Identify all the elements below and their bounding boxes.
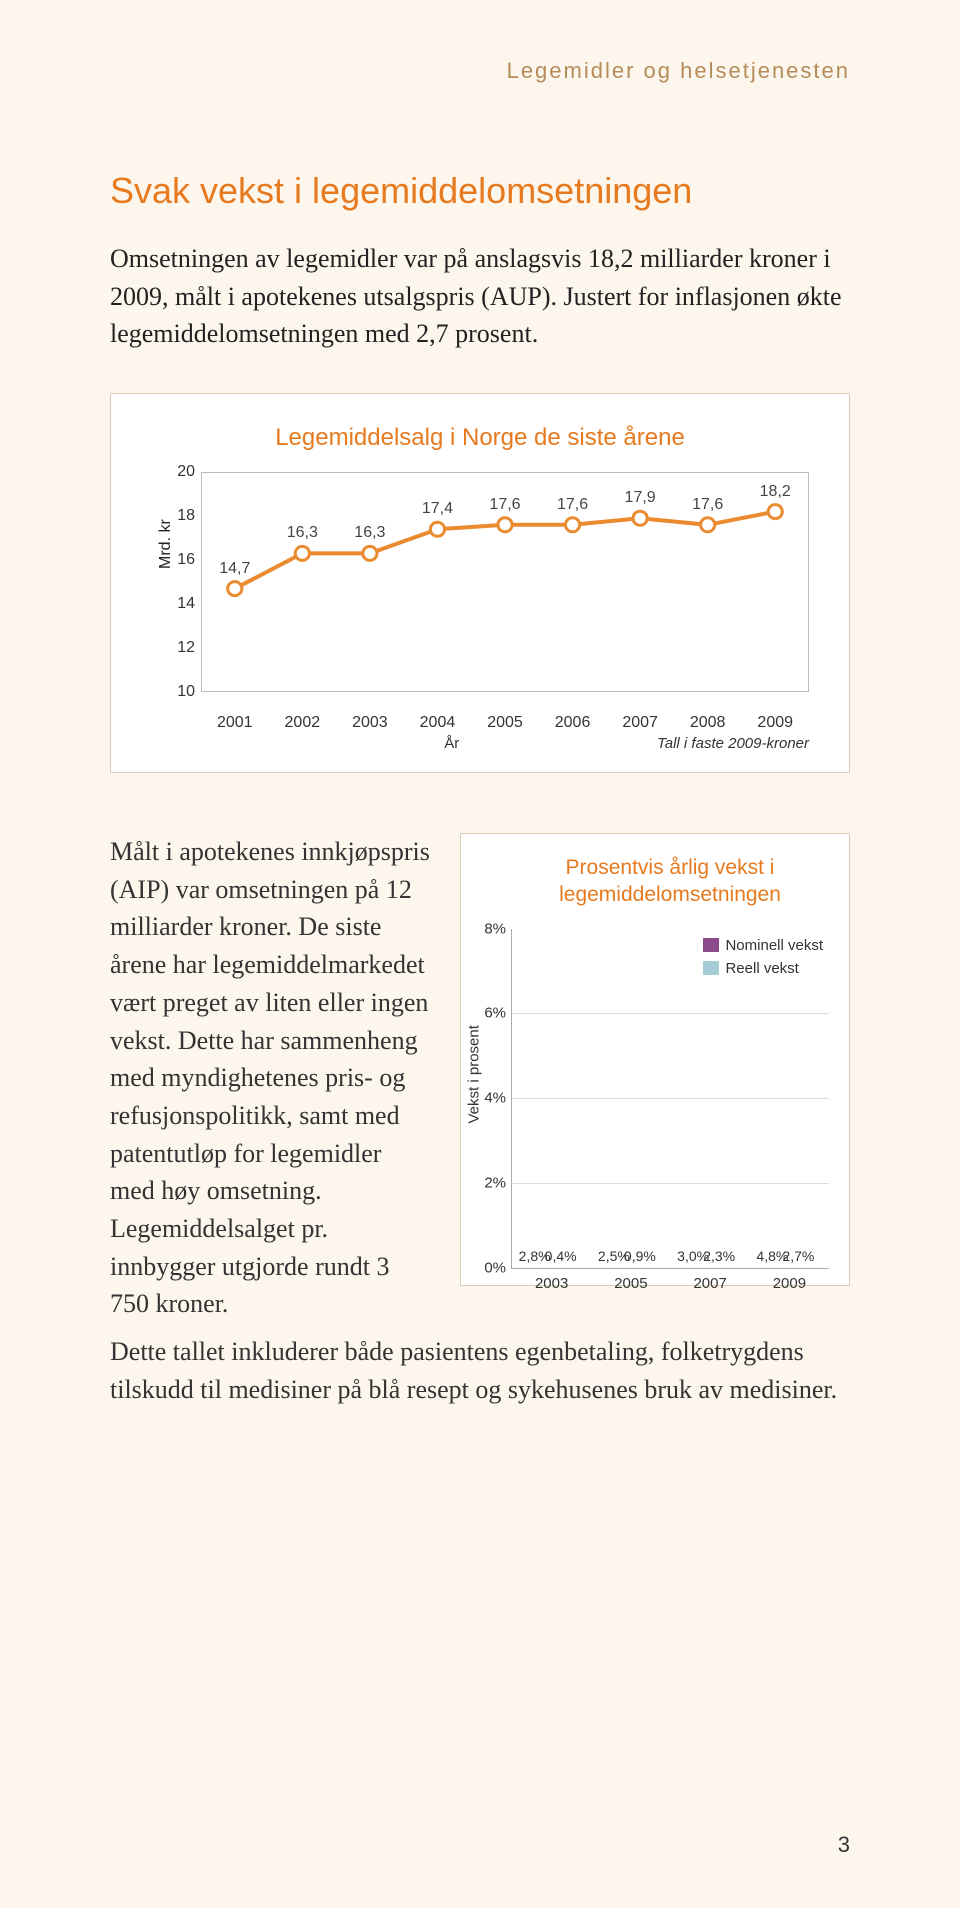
bar-value-label: 0,9% [624,1248,656,1264]
legend-swatch-real [703,961,719,975]
legend-swatch-nominal [703,938,719,952]
bar-x-tick: 2007 [693,1275,726,1292]
line-point-label: 17,6 [557,496,588,514]
line-x-tick: 2008 [690,714,726,732]
line-chart-title: Legemiddelsalg i Norge de siste årene [141,424,819,452]
line-x-axis-label: År [444,735,459,752]
bar-value-label: 0,4% [545,1248,577,1264]
line-chart: Mrd. kr År Tall i faste 2009-kroner 1012… [141,472,819,752]
line-y-tick: 14 [161,595,195,613]
header-tag: Legemidler og helsetjenesten [507,58,850,84]
line-chart-footnote: Tall i faste 2009-kroner [657,735,809,752]
bar-y-axis-label: Vekst i prosent [466,1025,483,1123]
line-x-tick: 2001 [217,714,253,732]
line-point-label: 17,6 [692,496,723,514]
line-point-label: 17,4 [422,500,453,518]
line-x-tick: 2004 [420,714,456,732]
body-paragraph-left: Målt i apotekenes innkjøpspris (AIP) var… [110,833,430,1323]
line-point-label: 17,6 [489,496,520,514]
legend-label-nominal: Nominell vekst [725,937,823,954]
line-y-tick: 10 [161,683,195,701]
line-y-tick: 18 [161,507,195,525]
line-x-tick: 2006 [555,714,591,732]
bar-y-tick: 6% [478,1005,506,1022]
bar-chart-legend: Nominell vekst Reell vekst [703,937,823,983]
line-y-tick: 12 [161,639,195,657]
bar-value-label: 2,7% [782,1248,814,1264]
line-point-label: 18,2 [760,483,791,501]
line-x-tick: 2007 [622,714,658,732]
main-title: Svak vekst i legemiddelomsetningen [110,170,850,212]
line-y-tick: 16 [161,551,195,569]
bar-y-tick: 8% [478,920,506,937]
intro-paragraph: Omsetningen av legemidler var på anslags… [110,240,850,353]
bar-x-tick: 2005 [614,1275,647,1292]
closing-paragraph: Dette tallet inkluderer både pasientens … [110,1333,850,1408]
line-x-tick: 2009 [757,714,793,732]
bar-y-tick: 4% [478,1090,506,1107]
bar-x-tick: 2003 [535,1275,568,1292]
line-x-tick: 2002 [285,714,321,732]
line-x-tick: 2005 [487,714,523,732]
line-chart-box: Legemiddelsalg i Norge de siste årene Mr… [110,393,850,773]
line-y-tick: 20 [161,463,195,481]
line-point-label: 14,7 [219,560,250,578]
bar-chart-box: Prosentvis årlig vekst i legemiddelomset… [460,833,850,1286]
line-point-label: 16,3 [354,525,385,543]
line-x-tick: 2003 [352,714,388,732]
line-point-label: 17,9 [625,489,656,507]
page-number: 3 [838,1832,850,1858]
bar-y-tick: 0% [478,1259,506,1276]
bar-value-label: 2,3% [703,1248,735,1264]
bar-chart-title: Prosentvis årlig vekst i legemiddelomset… [511,854,829,909]
legend-label-real: Reell vekst [725,960,798,977]
bar-x-tick: 2009 [773,1275,806,1292]
bar-y-tick: 2% [478,1174,506,1191]
line-point-label: 16,3 [287,525,318,543]
